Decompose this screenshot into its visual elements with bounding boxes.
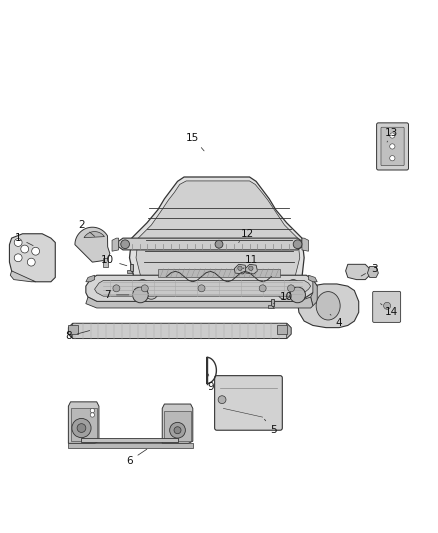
Circle shape [218,395,226,403]
Polygon shape [68,323,291,338]
Polygon shape [131,264,133,271]
Polygon shape [86,275,317,302]
Text: 14: 14 [381,304,398,317]
Circle shape [113,285,120,292]
Circle shape [287,280,300,293]
Circle shape [174,427,181,434]
Circle shape [198,285,205,292]
Polygon shape [234,264,247,274]
Polygon shape [308,275,317,282]
Polygon shape [75,227,110,262]
Text: 10: 10 [274,292,293,304]
Circle shape [259,285,266,292]
Text: 3: 3 [361,264,377,276]
Text: 2: 2 [78,220,95,236]
Circle shape [133,287,148,303]
Polygon shape [277,326,287,334]
Polygon shape [302,238,308,251]
Polygon shape [158,269,280,277]
Circle shape [390,144,395,149]
Text: 1: 1 [15,233,33,246]
Circle shape [238,266,242,270]
Polygon shape [68,323,73,338]
Circle shape [72,418,91,438]
Text: 7: 7 [104,290,129,300]
Polygon shape [268,305,274,308]
Text: 5: 5 [265,419,277,435]
Polygon shape [272,299,274,306]
Text: 6: 6 [126,449,147,466]
Circle shape [293,240,302,248]
Circle shape [90,413,95,417]
Polygon shape [81,438,177,442]
Circle shape [21,245,28,253]
Polygon shape [10,234,55,282]
Polygon shape [136,181,300,286]
Polygon shape [112,238,119,251]
Polygon shape [68,326,78,334]
Circle shape [288,285,294,292]
Circle shape [27,258,35,266]
Polygon shape [130,177,304,299]
Polygon shape [297,284,359,328]
Polygon shape [346,264,370,280]
Polygon shape [367,266,378,277]
Circle shape [390,133,395,138]
FancyBboxPatch shape [373,292,401,322]
Polygon shape [84,231,104,238]
Polygon shape [119,238,302,250]
Polygon shape [86,297,313,308]
Polygon shape [164,410,191,441]
Circle shape [121,240,130,248]
Circle shape [390,156,395,161]
FancyBboxPatch shape [381,127,404,166]
Ellipse shape [316,292,340,320]
Polygon shape [86,275,95,282]
Circle shape [278,286,291,299]
Circle shape [90,408,95,413]
Circle shape [145,286,158,299]
Circle shape [384,302,391,309]
Polygon shape [311,280,317,306]
Circle shape [141,285,148,292]
Circle shape [249,266,253,270]
Polygon shape [11,271,35,282]
Polygon shape [68,443,193,448]
Text: 15: 15 [186,133,204,151]
Circle shape [290,287,305,303]
Polygon shape [287,323,291,338]
Polygon shape [71,408,97,441]
Circle shape [215,240,223,248]
Polygon shape [245,264,258,274]
Circle shape [14,239,22,246]
Polygon shape [68,402,99,443]
FancyBboxPatch shape [377,123,409,170]
Text: 11: 11 [243,255,258,269]
Circle shape [170,422,185,438]
Polygon shape [127,270,133,272]
Text: 10: 10 [101,255,127,266]
Text: 12: 12 [239,229,254,243]
Circle shape [32,247,39,255]
Polygon shape [162,404,193,443]
Text: 4: 4 [330,314,343,328]
Circle shape [77,424,86,432]
Circle shape [136,280,149,293]
Text: 9: 9 [207,374,214,392]
FancyBboxPatch shape [215,376,283,430]
Text: 8: 8 [65,330,90,341]
Polygon shape [95,280,311,296]
Circle shape [14,254,22,262]
Polygon shape [103,258,108,266]
Text: 13: 13 [385,128,398,142]
